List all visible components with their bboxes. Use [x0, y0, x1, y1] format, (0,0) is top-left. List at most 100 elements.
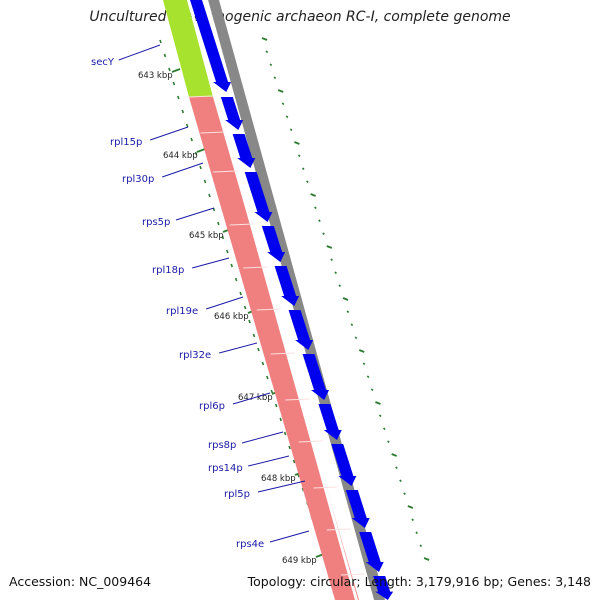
- outer-tick: [265, 50, 269, 54]
- outer-tick: [350, 323, 354, 327]
- gene-arrow: [190, 0, 232, 92]
- gene-label-rps4e: rps4e: [236, 539, 264, 550]
- gene-arrow: [302, 354, 330, 400]
- outer-tick: [415, 531, 419, 535]
- gene-arrow: [345, 490, 370, 528]
- feature-tile-edge: [188, 95, 214, 98]
- gene-label-rpl15p: rpl15p: [110, 137, 142, 148]
- gene-leader-line: [269, 530, 310, 543]
- inner-tick: [172, 81, 176, 86]
- inner-tick: [261, 361, 265, 366]
- feature-tile-edge: [229, 223, 254, 226]
- outer-tick: [281, 102, 285, 106]
- gene-arrow: [331, 444, 357, 486]
- outer-tick: [407, 505, 414, 509]
- inner-tick: [221, 235, 225, 240]
- outer-tick: [314, 206, 317, 210]
- inner-tick: [181, 109, 185, 114]
- gene-leader-line: [206, 296, 244, 310]
- inner-tick: [203, 179, 207, 184]
- outer-tick: [342, 297, 349, 301]
- feature-band-salmon: [189, 97, 359, 600]
- outer-tick: [297, 154, 301, 158]
- outer-tick: [285, 115, 289, 119]
- kbp-tick-label: 648 kbp: [261, 474, 296, 484]
- gene-arrow: [318, 404, 342, 440]
- outer-tick: [318, 219, 321, 223]
- gene-leader-line: [241, 431, 284, 444]
- outer-tick: [346, 310, 350, 314]
- inner-tick: [288, 445, 291, 450]
- outer-tick: [273, 76, 277, 80]
- outer-tick: [391, 453, 398, 457]
- gene-label-rpl5p: rpl5p: [224, 489, 250, 500]
- outer-tick: [289, 128, 293, 132]
- gene-leader-line: [219, 342, 258, 354]
- inner-tick: [177, 95, 180, 100]
- gene-arrow: [274, 266, 300, 306]
- gene-label-rpl18p: rpl18p: [152, 265, 184, 276]
- inner-tick: [239, 291, 242, 296]
- outer-tick: [399, 479, 402, 483]
- outer-tick: [358, 349, 365, 353]
- outer-tick: [395, 466, 398, 470]
- feature-tile-edge: [243, 266, 268, 269]
- inner-tick: [274, 403, 278, 408]
- kbp-tick-mark: [171, 68, 181, 73]
- outer-tick: [411, 518, 414, 522]
- gene-arrows-layer: [190, 0, 394, 600]
- inner-tick: [185, 123, 189, 128]
- feature-bands-layer: [163, 0, 385, 600]
- inner-tick: [270, 389, 274, 394]
- gene-leader-line: [192, 257, 230, 269]
- outer-tick: [375, 401, 381, 405]
- gene-leader-line: [248, 455, 290, 467]
- topology-text: Topology: circular; Length: 3,179,916 bp…: [247, 574, 591, 589]
- inner-tick: [208, 193, 211, 198]
- kbp-tick-label: 643 kbp: [138, 71, 173, 81]
- inner-tick: [217, 221, 220, 226]
- feature-tile-edge: [212, 170, 237, 173]
- outer-tick: [387, 440, 390, 444]
- outer-tick: [301, 167, 305, 171]
- inner-tick: [257, 347, 260, 352]
- kbp-tick-label: 649 kbp: [282, 556, 317, 566]
- gene-leader-line: [150, 126, 189, 141]
- feature-separator: [187, 0, 358, 600]
- outer-tick: [378, 414, 382, 418]
- outer-tick: [326, 245, 333, 249]
- gene-label-rps5p: rps5p: [142, 217, 170, 228]
- outer-tick: [277, 89, 284, 93]
- feature-tile-edge: [200, 131, 225, 134]
- gene-arrow: [244, 172, 273, 222]
- kbp-tick-mark: [196, 148, 206, 153]
- outer-tick: [322, 232, 325, 236]
- kbp-tick-label: 644 kbp: [163, 151, 198, 161]
- kbp-tick-label: 645 kbp: [189, 231, 224, 241]
- outer-tick: [354, 336, 358, 340]
- kbp-tick-label: 646 kbp: [214, 312, 249, 322]
- inner-tick: [194, 151, 198, 156]
- inner-tick: [199, 165, 202, 170]
- accession-text: Accession: NC_009464: [9, 574, 152, 589]
- inner-tick: [283, 431, 287, 436]
- outer-tick: [269, 63, 273, 67]
- feature-tile-edge: [326, 528, 351, 531]
- inner-tick: [292, 459, 296, 464]
- gene-arrow: [232, 134, 256, 168]
- inner-tick: [243, 305, 247, 310]
- outer-tick: [310, 193, 316, 197]
- outer-tick: [305, 180, 309, 184]
- inner-tick: [163, 53, 167, 58]
- feature-tile-edge: [340, 573, 366, 576]
- inner-tick: [159, 39, 162, 44]
- gene-label-rps14p: rps14p: [208, 463, 243, 474]
- outer-tick: [330, 258, 333, 262]
- inner-tick: [279, 417, 282, 422]
- feature-tile-edge: [298, 440, 323, 443]
- inner-tick: [230, 263, 233, 268]
- outer-tick: [419, 544, 423, 548]
- outer-tick: [261, 37, 268, 41]
- feature-tile-edge: [256, 308, 281, 311]
